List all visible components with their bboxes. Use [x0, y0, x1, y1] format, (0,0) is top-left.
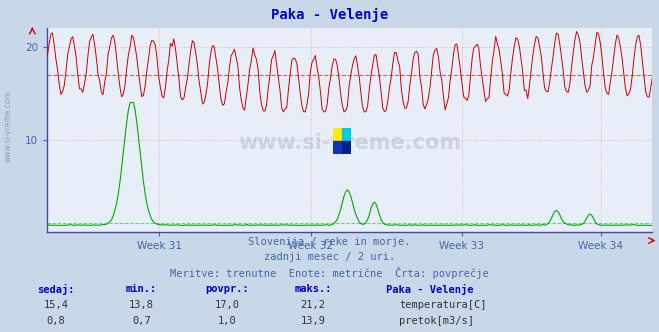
Polygon shape — [333, 128, 342, 141]
Text: sedaj:: sedaj: — [38, 284, 74, 295]
Text: 0,8: 0,8 — [47, 316, 65, 326]
Text: 0,7: 0,7 — [132, 316, 151, 326]
Polygon shape — [342, 128, 351, 141]
Text: 17,0: 17,0 — [215, 300, 240, 310]
Text: 13,8: 13,8 — [129, 300, 154, 310]
Text: Slovenija / reke in morje.: Slovenija / reke in morje. — [248, 237, 411, 247]
Text: min.:: min.: — [126, 284, 158, 294]
Text: www.si-vreme.com: www.si-vreme.com — [239, 132, 461, 153]
Text: maks.:: maks.: — [295, 284, 331, 294]
Text: temperatura[C]: temperatura[C] — [399, 300, 487, 310]
Text: povpr.:: povpr.: — [206, 284, 249, 294]
Polygon shape — [342, 141, 351, 154]
Text: 1,0: 1,0 — [218, 316, 237, 326]
Text: Paka - Velenje: Paka - Velenje — [271, 8, 388, 23]
Text: pretok[m3/s]: pretok[m3/s] — [399, 316, 474, 326]
Text: 21,2: 21,2 — [301, 300, 326, 310]
Text: Meritve: trenutne  Enote: metrične  Črta: povprečje: Meritve: trenutne Enote: metrične Črta: … — [170, 267, 489, 279]
Text: 13,9: 13,9 — [301, 316, 326, 326]
Text: Paka - Velenje: Paka - Velenje — [386, 284, 473, 295]
Text: zadnji mesec / 2 uri.: zadnji mesec / 2 uri. — [264, 252, 395, 262]
Text: www.si-vreme.com: www.si-vreme.com — [3, 90, 13, 162]
Text: 15,4: 15,4 — [43, 300, 69, 310]
Polygon shape — [333, 141, 342, 154]
